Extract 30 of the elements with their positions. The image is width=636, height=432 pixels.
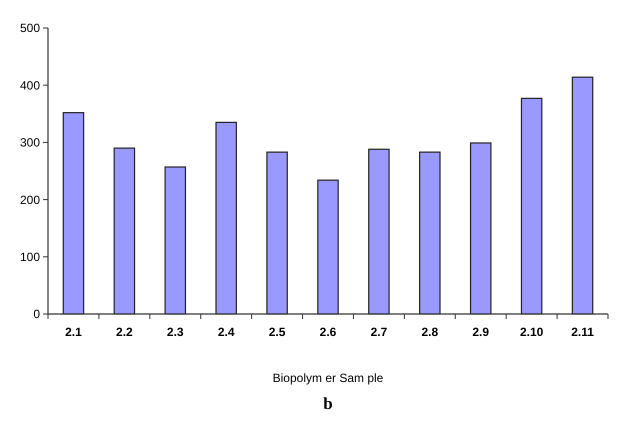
- bar: [470, 142, 492, 315]
- x-tick-label: 2.8: [421, 325, 438, 339]
- x-tick-label: 2.6: [320, 325, 337, 339]
- x-tick-label: 2.9: [472, 325, 490, 339]
- x-tick-label: 2.2: [116, 325, 134, 339]
- x-tick-label: 2.3: [166, 325, 184, 339]
- bar: [572, 76, 594, 315]
- y-tick-label: 100: [20, 250, 40, 264]
- x-tick-label: 2.1: [65, 325, 82, 339]
- bar: [215, 122, 237, 315]
- bar: [114, 148, 136, 315]
- x-tick-label: 2.5: [268, 325, 286, 339]
- text: b: [323, 394, 333, 413]
- bar: [62, 112, 84, 315]
- x-tick-label: 2.10: [520, 325, 544, 339]
- x-axis-title: Biopolym er Sam ple: [272, 371, 384, 385]
- x-tick-label: 2.11: [571, 325, 594, 339]
- bar: [419, 152, 441, 315]
- x-tick-label: 2.7: [370, 325, 388, 339]
- x-tick-label: 2.4: [218, 325, 235, 339]
- bar: [317, 180, 339, 315]
- bar: [368, 148, 390, 315]
- y-tick-label: 0: [33, 307, 40, 322]
- y-tick-label: 500: [20, 21, 40, 36]
- y-tick-label: 200: [20, 192, 40, 207]
- bar: [266, 152, 288, 315]
- y-tick-label: 300: [20, 136, 40, 150]
- bar: [164, 166, 186, 315]
- y-tick-label: 400: [20, 78, 40, 92]
- bar: [520, 98, 542, 315]
